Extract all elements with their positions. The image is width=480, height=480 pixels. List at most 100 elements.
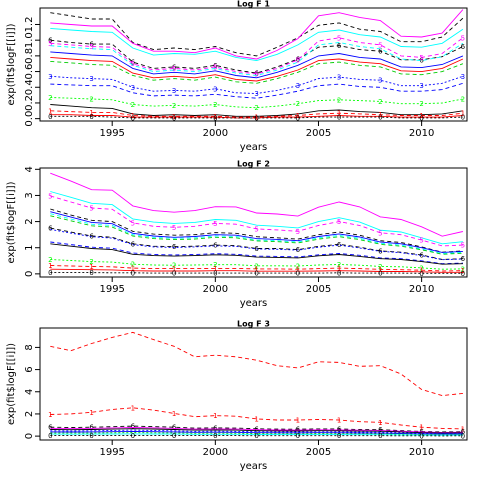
y-axis-label: exp(fit$logF[[i]]) <box>6 23 17 105</box>
series-point-label: 2 <box>296 100 300 108</box>
series-point-label: 0 <box>419 432 423 440</box>
series-line <box>50 215 463 255</box>
series-point-label: 5 <box>172 224 176 232</box>
series-point-label: 3 <box>131 84 135 92</box>
series-point-label: 0 <box>213 270 217 278</box>
series-point-label: 1 <box>131 112 135 120</box>
series-point-label: 0 <box>48 432 52 440</box>
series-point-label: 1 <box>172 265 176 273</box>
series-line <box>50 56 464 82</box>
series-point-label: 0 <box>419 114 423 122</box>
series-point-label: 6 <box>337 42 342 50</box>
series-point-label: 1 <box>131 265 135 273</box>
series-point-label: 3 <box>89 75 93 83</box>
series-point-label: 5 <box>296 56 300 64</box>
series-point-label: 1 <box>89 109 93 117</box>
series-point-label: 6 <box>419 56 424 64</box>
series-point-label: 5 <box>213 220 217 228</box>
series-point-label: 6 <box>461 428 466 436</box>
series-line <box>50 9 464 60</box>
x-tick-label: 1995 <box>99 128 124 139</box>
series-point-label: 2 <box>131 261 135 269</box>
series-point-label: 0 <box>172 270 176 278</box>
series-point-label: 6 <box>172 63 177 71</box>
y-tick-label: 1.2 <box>24 17 35 33</box>
series-point-label: 0 <box>213 432 217 440</box>
series-line <box>50 115 463 119</box>
y-tick-label: 0 <box>24 271 35 277</box>
y-axis-label: exp(fit$logF[[i]]) <box>6 343 17 425</box>
series-point-label: 5 <box>337 34 341 42</box>
series-line <box>50 211 463 253</box>
series-point-label: 0 <box>131 114 135 122</box>
series-line <box>50 213 463 254</box>
series-point-label: 6 <box>48 225 53 233</box>
y-tick-label: 6 <box>24 366 35 372</box>
plot-frame <box>39 327 468 441</box>
series-point-label: 6 <box>131 423 136 431</box>
series-line <box>50 427 463 433</box>
series-point-label: 6 <box>89 233 94 241</box>
series-point-label: 5 <box>48 193 52 201</box>
x-tick-label: 2000 <box>203 284 228 295</box>
y-tick-label: 8 <box>24 344 35 350</box>
series-point-label: 1 <box>213 412 217 420</box>
series-point-label: 5 <box>337 218 341 226</box>
series-point-label: 0 <box>48 269 52 277</box>
series-line <box>50 60 464 84</box>
x-tick-label: 1995 <box>99 447 124 458</box>
series-point-label: 5 <box>461 242 465 250</box>
y-tick-label: 4 <box>24 389 35 395</box>
series-line <box>50 259 463 270</box>
series-line <box>50 42 464 76</box>
series-line <box>50 432 463 436</box>
series-line <box>50 425 463 433</box>
y-tick-label: 0 <box>24 433 35 439</box>
series-point-label: 3 <box>213 85 217 93</box>
series-point-label: 6 <box>172 424 177 432</box>
series-point-label: 1 <box>48 262 52 270</box>
series-point-label: 5 <box>461 34 465 42</box>
series-point-label: 6 <box>89 41 94 49</box>
series-point-label: 1 <box>337 265 341 273</box>
series-point-label: 1 <box>254 415 258 423</box>
series-point-label: 0 <box>337 269 341 277</box>
series-point-label: 1 <box>48 107 52 115</box>
series-point-label: 5 <box>48 40 52 48</box>
series-point-label: 0 <box>172 114 176 122</box>
series-point-label: 0 <box>337 432 341 440</box>
series-line <box>50 433 463 436</box>
series-point-label: 0 <box>89 113 93 121</box>
x-tick-label: 2005 <box>306 128 331 139</box>
series-point-label: 6 <box>48 424 53 432</box>
series-line <box>50 191 463 245</box>
series-line <box>50 51 464 79</box>
series-point-label: 0 <box>131 432 135 440</box>
series-point-label: 3 <box>48 73 52 81</box>
series-point-label: 1 <box>378 266 382 274</box>
series-line <box>50 407 463 430</box>
series-point-label: 1 <box>419 267 423 275</box>
series-point-label: 1 <box>337 110 341 118</box>
series-point-label: 0 <box>254 432 258 440</box>
series-point-label: 1 <box>378 419 382 427</box>
series-point-label: 3 <box>254 90 258 98</box>
series-point-label: 0 <box>296 432 300 440</box>
series-line <box>50 114 463 119</box>
series-line <box>50 172 463 237</box>
series-point-label: 5 <box>131 219 135 227</box>
series-point-label: 5 <box>378 41 382 49</box>
y-tick-label: 0.0 <box>24 111 35 127</box>
series-point-label: 0 <box>213 114 217 122</box>
series-point-label: 3 <box>461 73 465 81</box>
series-point-label: 3 <box>337 74 341 82</box>
series-point-label: 0 <box>172 432 176 440</box>
series-line <box>50 27 464 62</box>
series-point-label: 6 <box>254 70 259 78</box>
y-tick-label: 3 <box>24 192 35 198</box>
series-point-label: 1 <box>296 266 300 274</box>
series-point-label: 2 <box>213 261 217 269</box>
series-point-label: 5 <box>378 229 382 237</box>
series-point-label: 2 <box>254 262 258 270</box>
